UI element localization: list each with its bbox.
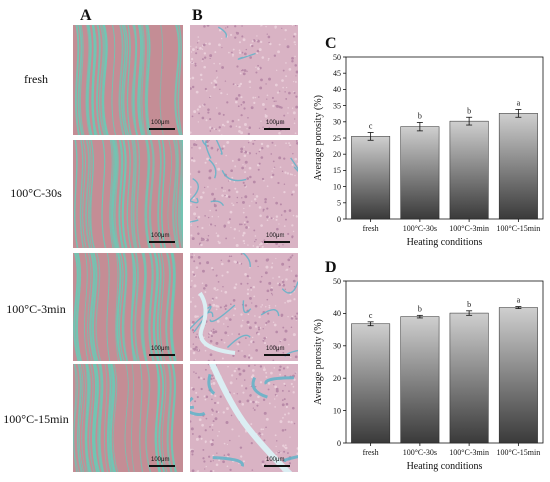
y-axis-title: Average porosity (%): [313, 319, 324, 405]
micrograph-masson-15min: 100μm: [73, 364, 183, 472]
scale-bar-label: 100μm: [151, 233, 170, 239]
scale-bar-label: 100μm: [266, 457, 285, 463]
scale-bar: [264, 241, 290, 243]
significance-label-2: b: [467, 106, 471, 115]
y-tick-label-0: 0: [337, 215, 341, 224]
y-tick-label-6: 30: [333, 118, 341, 127]
y-tick-label-8: 40: [333, 85, 341, 94]
y-axis-title: Average porosity (%): [313, 95, 324, 181]
y-tick-label-4: 40: [333, 309, 341, 318]
significance-label-3: a: [517, 98, 521, 107]
significance-label-0: c: [369, 121, 373, 130]
scale-bar-label: 100μm: [266, 233, 285, 239]
scale-bar: [149, 128, 175, 130]
bar-0: [351, 136, 391, 220]
scale-bar-label: 100μm: [266, 346, 285, 352]
micrograph-masson-3min: 100μm: [73, 253, 183, 361]
micrograph-he-30s: 100μm: [190, 140, 298, 248]
y-tick-label-3: 15: [333, 166, 341, 175]
panel-label-c: C: [325, 35, 337, 52]
significance-label-2: b: [467, 300, 471, 309]
significance-label-0: c: [369, 311, 373, 320]
x-axis-title: Heating conditions: [407, 461, 483, 472]
micrograph-he-3min: 100μm: [190, 253, 298, 361]
bar-1: [400, 126, 440, 220]
y-tick-label-3: 30: [333, 342, 341, 351]
x-tick-label-3: 100°C-15min: [497, 448, 541, 457]
y-tick-label-10: 50: [333, 53, 341, 62]
y-tick-label-2: 20: [333, 374, 341, 383]
y-tick-label-1: 5: [337, 199, 341, 208]
x-tick-label-0: fresh: [363, 448, 379, 457]
scale-bar-label: 100μm: [151, 457, 170, 463]
micrograph-he-15min: 100μm: [190, 364, 298, 472]
scale-bar: [149, 354, 175, 356]
bar-3: [498, 307, 538, 444]
scale-bar-label: 100μm: [266, 120, 285, 126]
scale-bar-label: 100μm: [151, 346, 170, 352]
micrograph-he-fresh: 100μm: [190, 25, 298, 135]
bar-0: [351, 323, 391, 444]
significance-label-1: b: [418, 111, 422, 120]
significance-label-1: b: [418, 304, 422, 313]
y-tick-label-0: 0: [337, 439, 341, 448]
x-axis-title: Heating conditions: [407, 237, 483, 248]
bar-2: [449, 120, 489, 220]
row-label-3min: 100°C-3min: [6, 302, 66, 316]
significance-label-3: a: [517, 296, 521, 305]
panel-label-b: B: [192, 7, 203, 24]
y-tick-label-2: 10: [333, 182, 341, 191]
x-tick-label-0: fresh: [363, 224, 379, 233]
y-tick-label-4: 20: [333, 150, 341, 159]
micrograph-masson-30s: 100μm: [73, 140, 183, 248]
scale-bar: [149, 465, 175, 467]
y-tick-label-5: 50: [333, 277, 341, 286]
x-tick-label-1: 100°C-30s: [403, 224, 437, 233]
row-label-30s: 100°C-30s: [10, 186, 62, 200]
scale-bar: [149, 241, 175, 243]
panel-label-a: A: [80, 7, 92, 24]
y-tick-label-5: 25: [333, 134, 341, 143]
scale-bar: [264, 465, 290, 467]
panel-label-d: D: [325, 259, 337, 276]
scale-bar-label: 100μm: [151, 120, 170, 126]
bar-1: [400, 316, 440, 444]
y-tick-label-9: 45: [333, 69, 341, 78]
row-label-fresh: fresh: [24, 72, 48, 86]
y-tick-label-7: 35: [333, 101, 341, 110]
micrograph-masson-fresh: 100μm: [73, 25, 183, 135]
bar-2: [449, 312, 489, 444]
x-tick-label-2: 100°C-3min: [449, 224, 489, 233]
x-tick-label-2: 100°C-3min: [449, 448, 489, 457]
y-tick-label-1: 10: [333, 406, 341, 415]
plot-frame: [345, 280, 544, 444]
scale-bar: [264, 354, 290, 356]
row-label-15min: 100°C-15min: [3, 412, 69, 426]
scale-bar: [264, 128, 290, 130]
x-tick-label-1: 100°C-30s: [403, 448, 437, 457]
x-tick-label-3: 100°C-15min: [497, 224, 541, 233]
